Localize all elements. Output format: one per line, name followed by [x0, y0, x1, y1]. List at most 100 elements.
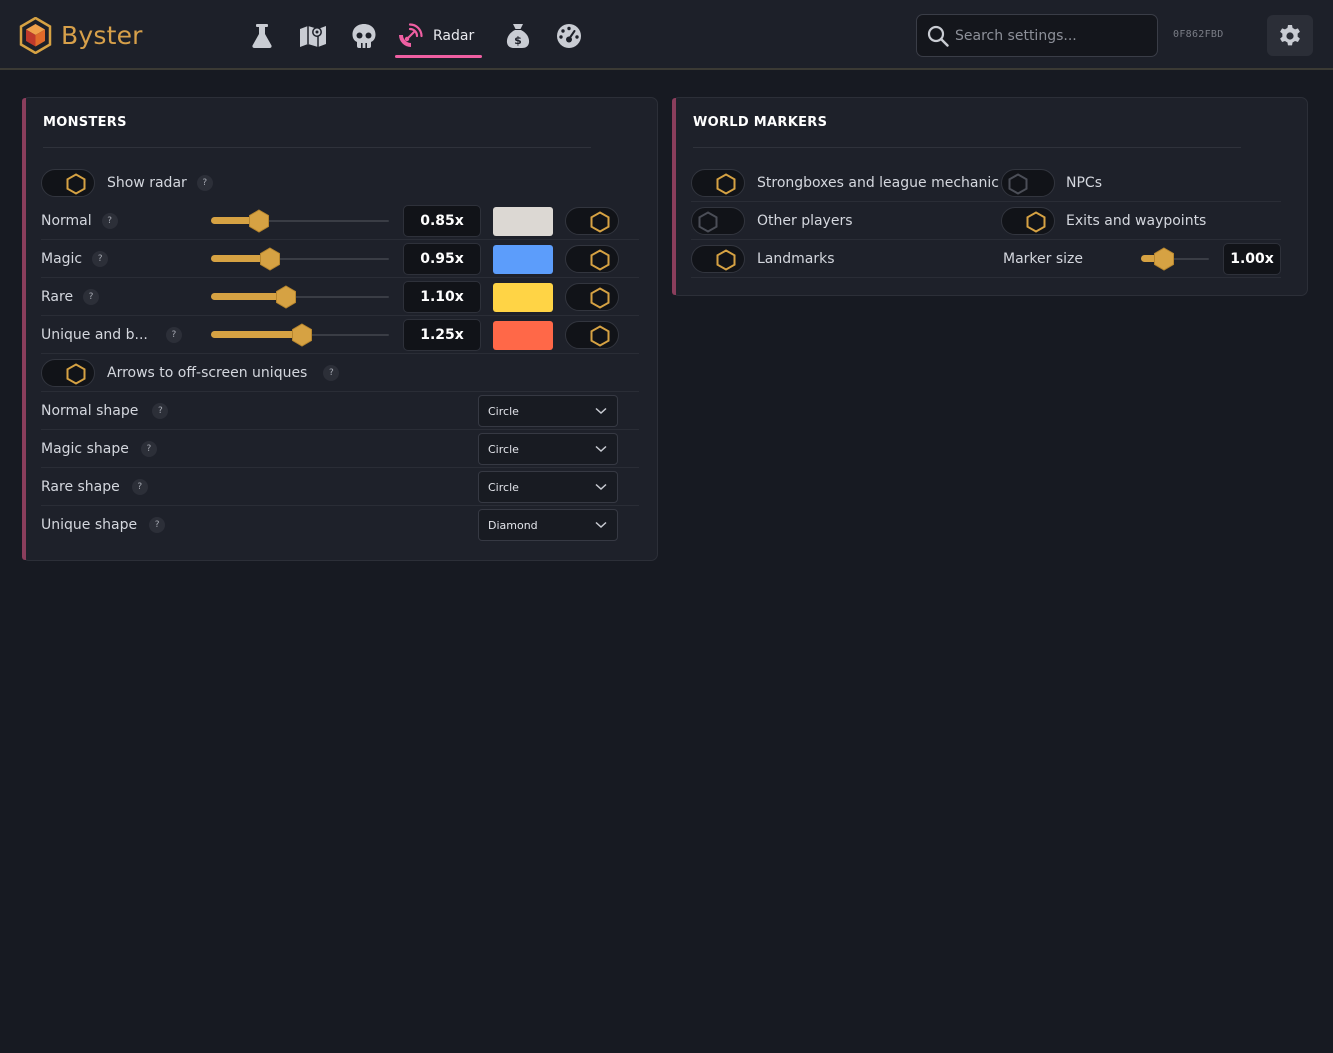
shape-row-rare: Rare shape ? Circle — [41, 468, 639, 506]
slider-thumb-icon[interactable] — [275, 285, 297, 309]
main-nav: Radar $ — [236, 14, 594, 58]
search-icon — [927, 25, 949, 47]
landmarks-label: Landmarks — [757, 250, 835, 267]
chevron-down-icon — [595, 483, 607, 491]
toggle-knob-icon — [716, 248, 736, 271]
size-slider[interactable] — [211, 206, 389, 236]
shape-select[interactable]: Circle — [478, 433, 618, 465]
help-icon[interactable]: ? — [131, 478, 148, 495]
toggle-knob-icon — [590, 211, 610, 233]
help-icon[interactable]: ? — [149, 517, 166, 533]
byster-logo-icon — [19, 17, 52, 54]
slider-thumb-icon[interactable] — [248, 209, 270, 233]
slider-fill — [211, 331, 302, 338]
exits-label: Exits and waypoints — [1066, 212, 1207, 229]
monster-enable-toggle[interactable] — [565, 207, 619, 235]
other-players-label: Other players — [757, 212, 853, 229]
arrows-toggle[interactable] — [41, 358, 95, 387]
toggle-knob-icon — [1008, 173, 1028, 195]
toggle-knob-icon — [66, 362, 86, 385]
dashboard-icon — [556, 24, 581, 48]
slider-thumb-icon[interactable] — [259, 247, 281, 271]
marker-size-label: Marker size — [1003, 250, 1083, 267]
shape-select[interactable]: Diamond — [478, 509, 618, 541]
search-input[interactable] — [955, 27, 1145, 44]
help-icon[interactable]: ? — [323, 364, 340, 381]
world-row-2: Other players Exits and waypoints — [691, 202, 1281, 240]
tab-flask[interactable] — [236, 14, 287, 58]
slider-thumb-icon[interactable] — [291, 323, 313, 347]
color-swatch[interactable] — [493, 207, 553, 236]
marker-size-value[interactable]: 1.00x — [1223, 243, 1281, 275]
app-name: Byster — [61, 21, 143, 50]
arrows-label: Arrows to off-screen uniques — [107, 364, 308, 381]
chevron-down-icon — [595, 521, 607, 529]
settings-button[interactable] — [1267, 15, 1313, 56]
shape-row-unique: Unique shape ? Diamond — [41, 506, 639, 544]
size-value[interactable]: 0.95x — [403, 243, 481, 275]
world-row-1: Strongboxes and league mechanic NPCs — [691, 164, 1281, 202]
shape-label: Normal shape — [41, 402, 139, 419]
shape-select[interactable]: Circle — [478, 471, 618, 503]
exits-toggle[interactable] — [1001, 207, 1055, 235]
shape-label: Rare shape — [41, 478, 120, 495]
size-value[interactable]: 0.85x — [403, 205, 481, 237]
size-value[interactable]: 1.10x — [403, 281, 481, 313]
arrows-row: Arrows to off-screen uniques ? — [41, 354, 639, 392]
color-swatch[interactable] — [493, 283, 553, 312]
monster-row-magic: Magic ? 0.95x — [41, 240, 639, 278]
color-swatch[interactable] — [493, 321, 553, 350]
npcs-label: NPCs — [1066, 174, 1102, 191]
help-icon[interactable]: ? — [140, 440, 157, 457]
tab-map[interactable] — [287, 14, 338, 58]
strongboxes-toggle[interactable] — [691, 168, 745, 197]
help-icon[interactable]: ? — [196, 175, 213, 191]
size-value[interactable]: 1.25x — [403, 319, 481, 351]
monster-enable-toggle[interactable] — [565, 321, 619, 349]
monster-row-label: Rare — [41, 288, 74, 305]
shape-row-normal: Normal shape ? Circle — [41, 392, 639, 430]
show-radar-label: Show radar — [107, 175, 187, 191]
other-players-toggle[interactable] — [691, 206, 745, 235]
gear-icon — [1280, 24, 1300, 45]
help-icon[interactable]: ? — [165, 326, 182, 343]
landmarks-toggle[interactable] — [691, 244, 745, 273]
tab-loot[interactable]: $ — [492, 14, 543, 58]
npcs-toggle[interactable] — [1001, 169, 1055, 197]
size-slider[interactable] — [211, 244, 389, 274]
help-icon[interactable]: ? — [83, 288, 100, 305]
slider-fill — [211, 293, 286, 300]
slider-fill — [1141, 255, 1165, 262]
size-slider[interactable] — [211, 282, 389, 312]
toggle-knob-icon — [590, 287, 610, 309]
world-markers-panel: WORLD MARKERS Strongboxes and league mec… — [672, 97, 1308, 296]
monsters-title: MONSTERS — [43, 115, 127, 130]
toggle-knob-icon — [1026, 211, 1046, 233]
tab-radar[interactable]: Radar — [395, 14, 483, 58]
search-box[interactable] — [916, 14, 1158, 57]
svg-text:$: $ — [514, 34, 522, 47]
show-radar-toggle[interactable] — [41, 169, 95, 197]
marker-size-slider[interactable] — [1141, 244, 1209, 274]
shape-row-magic: Magic shape ? Circle — [41, 430, 639, 468]
monster-enable-toggle[interactable] — [565, 283, 619, 311]
slider-track — [211, 296, 389, 298]
shape-label: Unique shape — [41, 517, 138, 533]
monster-row-label: Unique and b... — [41, 326, 148, 343]
shape-select[interactable]: Circle — [478, 395, 618, 427]
radar-icon — [399, 23, 423, 47]
help-icon[interactable]: ? — [101, 212, 118, 229]
toggle-knob-icon — [590, 249, 610, 271]
slider-track — [211, 258, 389, 260]
monster-enable-toggle[interactable] — [565, 245, 619, 273]
size-slider[interactable] — [211, 320, 389, 350]
slider-thumb-icon[interactable] — [1153, 247, 1175, 271]
tab-monsters[interactable] — [338, 14, 389, 58]
color-swatch[interactable] — [493, 245, 553, 274]
monsters-divider — [43, 147, 591, 148]
help-icon[interactable]: ? — [92, 250, 109, 267]
tab-performance[interactable] — [543, 14, 594, 58]
app-logo[interactable]: Byster — [19, 17, 143, 54]
monster-row-normal: Normal ? 0.85x — [41, 202, 639, 240]
help-icon[interactable]: ? — [152, 402, 169, 419]
